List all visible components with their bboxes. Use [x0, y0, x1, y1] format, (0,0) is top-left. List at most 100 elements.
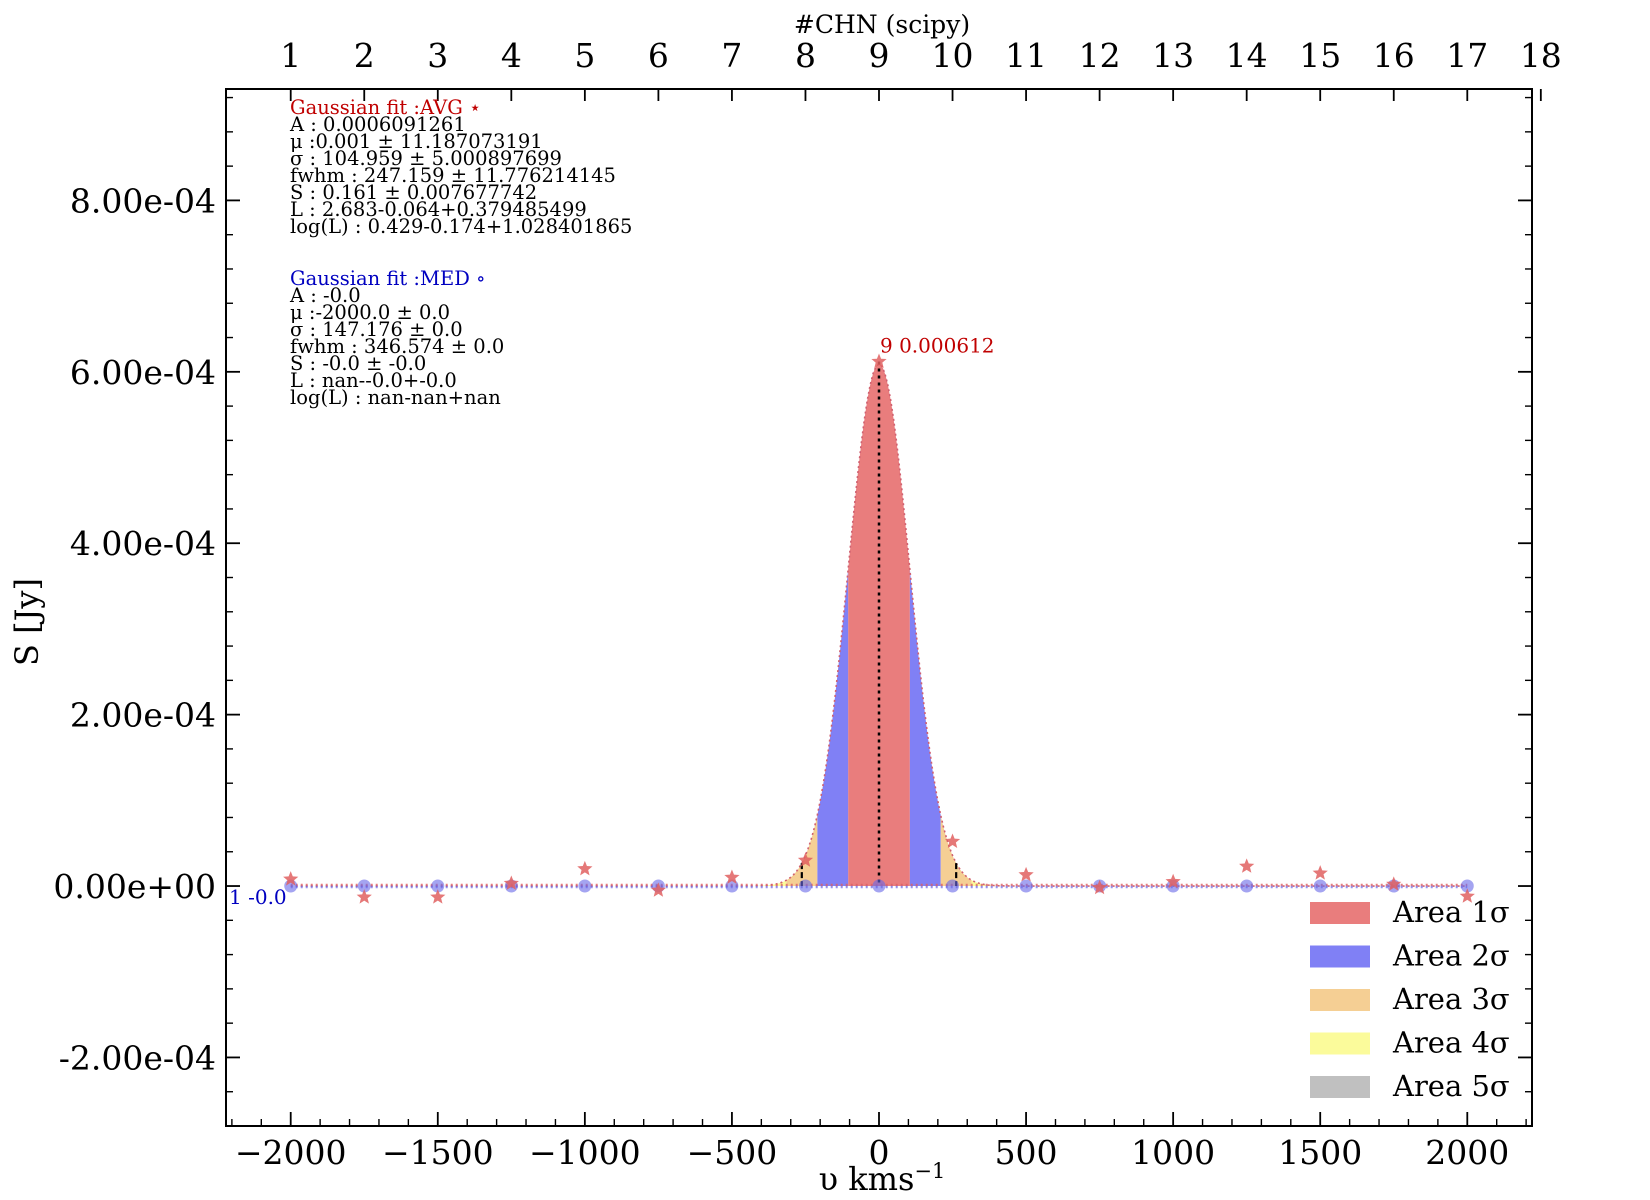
sigma-area-4-part-6 — [971, 880, 1003, 887]
fit-med-line: S : -0.0 ± -0.0 — [290, 352, 426, 375]
x-tick-label: 2000 — [1425, 1133, 1509, 1172]
avg-point — [871, 353, 887, 369]
legend: Area 1σ Area 2σ Area 3σ Area 4σ Area 5σ — [1310, 895, 1510, 1103]
legend-swatch — [1310, 1076, 1370, 1098]
avg-point — [1386, 876, 1402, 891]
top-tick-label: 6 — [648, 36, 669, 75]
med-point — [725, 879, 739, 893]
med-point — [872, 879, 886, 893]
avg-point — [1312, 865, 1328, 880]
y-tick-label: 6.00e-04 — [70, 353, 216, 392]
avg-point — [1459, 888, 1475, 903]
legend-label: Area 1σ — [1392, 895, 1510, 929]
med-point — [1240, 879, 1254, 893]
med-point — [578, 879, 592, 893]
fit-med-heading: Gaussian fit :MED ∘ — [290, 267, 486, 290]
fit-med-info: Gaussian fit :MED ∘A : -0.0μ :-2000.0 ± … — [289, 267, 504, 409]
med-point — [798, 879, 812, 893]
top-tick-label: 7 — [721, 36, 742, 75]
top-tick-label: 2 — [354, 36, 375, 75]
legend-swatch — [1310, 902, 1370, 924]
legend-swatch — [1310, 989, 1370, 1011]
legend-label: Area 3σ — [1392, 982, 1510, 1016]
top-tick-label: 5 — [574, 36, 595, 75]
top-tick-label: 11 — [1005, 36, 1047, 75]
fit-avg-line: L : 2.683-0.064+0.379485499 — [290, 198, 587, 221]
avg-point — [797, 852, 814, 867]
top-tick-label: 18 — [1520, 36, 1562, 75]
legend-label: Area 4σ — [1392, 1026, 1510, 1060]
top-tick-label: 3 — [427, 36, 448, 75]
x-tick-label: −500 — [687, 1133, 778, 1172]
avg-point — [503, 875, 519, 890]
top-axis-title: #CHN (scipy) — [794, 10, 970, 39]
legend-label: Area 5σ — [1392, 1069, 1510, 1103]
med-point — [357, 879, 371, 893]
legend-swatch — [1310, 945, 1370, 968]
med-point — [1460, 879, 1474, 893]
fit-avg-line: log(L) : 0.429-0.174+1.028401865 — [290, 215, 632, 238]
avg-point — [283, 871, 299, 886]
x-tick-label: −1500 — [382, 1133, 494, 1172]
sigma-area-3-part-4 — [940, 815, 972, 887]
top-tick-label: 17 — [1446, 36, 1488, 75]
fit-avg-line: fwhm : 247.159 ± 11.776214145 — [290, 164, 616, 187]
top-tick-label: 1 — [280, 36, 301, 75]
med-point — [1019, 879, 1033, 893]
top-tick-label: 8 — [795, 36, 816, 75]
annotations: 9 0.000612 1 -0.0 — [229, 334, 995, 909]
top-tick-label: 12 — [1079, 36, 1121, 75]
sigma-areas — [755, 364, 1003, 887]
legend-swatch — [1310, 1032, 1370, 1055]
x-tick-label: 500 — [995, 1133, 1058, 1172]
top-tick-label: 4 — [501, 36, 522, 75]
legend-label: Area 2σ — [1392, 939, 1510, 973]
y-axis-title: S [Jy] — [8, 578, 46, 666]
top-tick-label: 13 — [1152, 36, 1194, 75]
avg-point — [1239, 858, 1255, 873]
med-point — [431, 879, 445, 893]
fit-med-line: σ : 147.176 ± 0.0 — [290, 318, 463, 341]
fit-avg-line: S : 0.161 ± 0.007677742 — [290, 181, 537, 204]
y-tick-label: 0.00e+00 — [53, 867, 216, 906]
peak-annotation: 9 0.000612 — [880, 334, 995, 358]
avg-point — [356, 889, 372, 904]
x-axis-title: υ kms−1 — [819, 1159, 946, 1198]
y-tick-label: 8.00e-04 — [70, 181, 216, 220]
top-tick-label: 9 — [869, 36, 890, 75]
fit-med-line: log(L) : nan-nan+nan — [290, 386, 501, 409]
avg-point — [1018, 866, 1034, 882]
fit-med-line: fwhm : 346.574 ± 0.0 — [290, 335, 504, 358]
x-axis-title-text: υ kms — [819, 1160, 915, 1198]
y-tick-label: 2.00e-04 — [70, 696, 216, 735]
sigma-area-2-part-2 — [909, 569, 941, 887]
x-tick-label: 0 — [869, 1133, 890, 1172]
x-axis-title-exponent: −1 — [914, 1159, 945, 1183]
top-tick-label: 10 — [932, 36, 974, 75]
data-markers — [283, 353, 1475, 904]
x-tick-label: 1000 — [1131, 1133, 1215, 1172]
fit-avg-line: A : 0.0006091261 — [289, 113, 466, 136]
fit-avg-line: σ : 104.959 ± 5.000897699 — [290, 147, 562, 170]
sigma-area-1-part-0 — [848, 364, 910, 887]
x-tick-label: 1500 — [1278, 1133, 1362, 1172]
fit-med-line: A : -0.0 — [289, 284, 361, 307]
med-point — [1313, 879, 1327, 893]
fit-avg-heading: Gaussian fit :AVG ⋆ — [290, 96, 481, 119]
top-tick-label: 15 — [1299, 36, 1341, 75]
top-tick-label: 14 — [1226, 36, 1268, 75]
avg-point — [1165, 873, 1181, 889]
avg-point — [1092, 879, 1108, 895]
fit-med-line: L : nan--0.0+-0.0 — [290, 369, 457, 392]
sigma-area-3-part-3 — [786, 815, 818, 887]
avg-point — [724, 869, 740, 884]
fit-avg-line: μ :0.001 ± 11.187073191 — [290, 130, 543, 153]
y-tick-label: -2.00e-04 — [59, 1038, 216, 1077]
sigma-area-2-part-1 — [817, 569, 849, 887]
x-tick-label: −1000 — [529, 1133, 641, 1172]
avg-point — [650, 882, 666, 897]
med-start-annotation: 1 -0.0 — [229, 885, 287, 909]
avg-point — [577, 860, 593, 876]
